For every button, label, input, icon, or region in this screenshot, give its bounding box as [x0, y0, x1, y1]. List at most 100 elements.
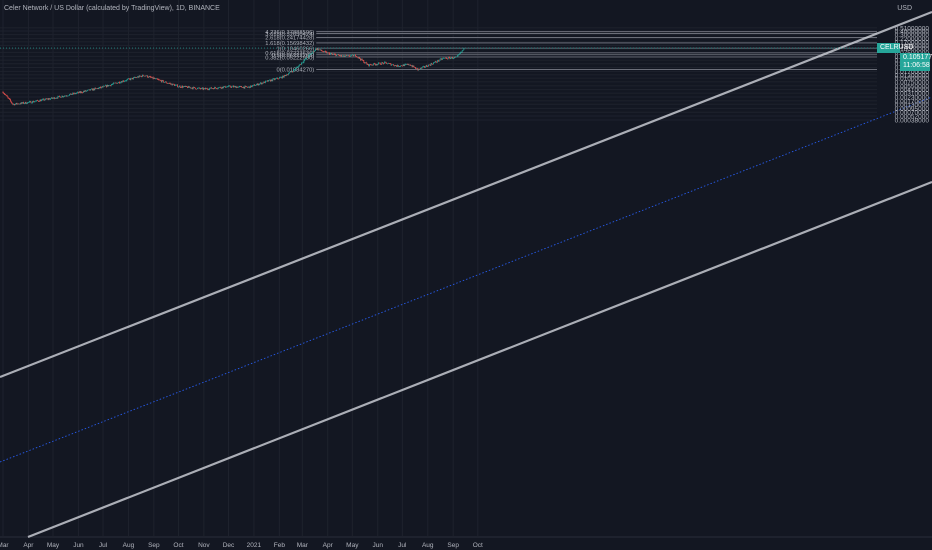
candle-body — [19, 103, 21, 105]
candle-body — [353, 55, 355, 57]
candle-body — [114, 82, 116, 84]
candle-body — [188, 86, 190, 88]
candle-body — [149, 76, 151, 78]
candle-body — [222, 86, 224, 88]
candle-body — [388, 63, 390, 64]
candle-body — [257, 83, 259, 86]
candle-body — [200, 88, 201, 90]
candle-body — [321, 50, 323, 52]
candle-body — [35, 100, 37, 102]
candle-body — [108, 85, 110, 87]
candle-body — [348, 55, 350, 57]
candle-body — [352, 54, 354, 57]
candle-body — [60, 96, 61, 98]
candle-body — [250, 85, 251, 88]
y-tick-label: 0.01700000 — [895, 69, 930, 76]
candle-body — [224, 86, 225, 87]
candle-body — [24, 102, 26, 104]
candle-body — [455, 56, 456, 58]
candle-body — [166, 82, 168, 84]
candle-body — [458, 54, 460, 55]
candle-body — [381, 62, 383, 65]
candle-body — [159, 79, 160, 81]
candle-body — [22, 102, 24, 104]
candle-body — [126, 79, 128, 81]
candle-body — [377, 63, 379, 65]
candle-body — [450, 58, 452, 59]
candle-body — [112, 83, 114, 85]
candle-body — [80, 91, 82, 93]
candle-body — [138, 75, 140, 78]
candle-body — [301, 62, 303, 64]
candle-body — [86, 90, 87, 92]
candle-body — [103, 85, 105, 87]
candle-body — [289, 71, 291, 73]
candle-body — [273, 78, 274, 80]
candle-body — [5, 94, 7, 96]
candle-body — [410, 64, 411, 66]
candle-body — [179, 85, 181, 88]
candle-body — [211, 88, 213, 89]
candle-body — [262, 82, 264, 84]
candle-body — [44, 99, 46, 101]
price-axis[interactable]: 0.510000000.400000000.300000000.22000000… — [895, 25, 930, 124]
time-axis[interactable]: Mar Apr May Jun Jul Aug Sep Oct Nov Dec 2021 Feb Mar… — [0, 542, 483, 549]
candle-body — [347, 55, 349, 56]
candle-body — [330, 53, 332, 54]
candle-body — [199, 87, 201, 89]
candle-body — [237, 86, 239, 88]
candle-body — [218, 87, 220, 89]
candle-body — [124, 81, 125, 82]
candle-body — [203, 88, 205, 90]
candle-body — [403, 64, 405, 67]
candle-body — [164, 82, 165, 83]
candle-body — [147, 77, 149, 78]
y-tick-label: 0.00310000 — [895, 91, 930, 98]
candle-body — [72, 93, 74, 95]
candle-body — [92, 88, 93, 91]
candle-body — [140, 76, 142, 77]
candle-body — [177, 84, 179, 88]
candle-body — [374, 63, 375, 65]
candle-body — [306, 57, 307, 59]
candle-body — [432, 64, 434, 65]
candle-body — [382, 62, 384, 64]
candle-body — [412, 65, 414, 67]
candle-body — [201, 87, 203, 89]
candle-body — [418, 68, 420, 71]
candle-body — [195, 88, 197, 89]
fib-level-label: 0.382(0.05222900) — [265, 55, 314, 61]
candle-body — [202, 87, 204, 90]
candle-body — [47, 98, 49, 100]
channel-upper-line — [0, 10, 932, 379]
x-tick-label: Jul — [99, 542, 108, 549]
candle-body — [153, 78, 155, 79]
candle-body — [193, 87, 195, 88]
candle-body — [92, 88, 94, 91]
candle-body — [391, 64, 393, 66]
candle-body — [91, 88, 92, 90]
candle-body — [401, 65, 402, 67]
candle-body — [4, 93, 5, 95]
candle-body — [196, 87, 198, 89]
candle-body — [171, 83, 173, 86]
candle-body — [37, 100, 38, 101]
fibonacci-retracement[interactable]: 4.236(0.37888596)3.618(0.32650424)2.618(… — [265, 30, 877, 74]
candle-body — [212, 88, 214, 89]
candle-body — [322, 51, 324, 52]
candle-body — [178, 86, 179, 88]
candle-body — [419, 68, 420, 70]
candle-body — [187, 86, 188, 88]
candle-body — [33, 101, 35, 103]
candle-body — [29, 101, 31, 102]
candle-body — [100, 86, 101, 88]
candle-body — [351, 54, 352, 56]
candle-body — [209, 88, 210, 90]
candle-body — [89, 89, 91, 91]
candle-body — [416, 67, 418, 69]
regression-channel[interactable] — [0, 10, 932, 539]
candle-body — [385, 61, 387, 63]
candle-body — [32, 101, 34, 103]
candle-body — [174, 85, 176, 86]
